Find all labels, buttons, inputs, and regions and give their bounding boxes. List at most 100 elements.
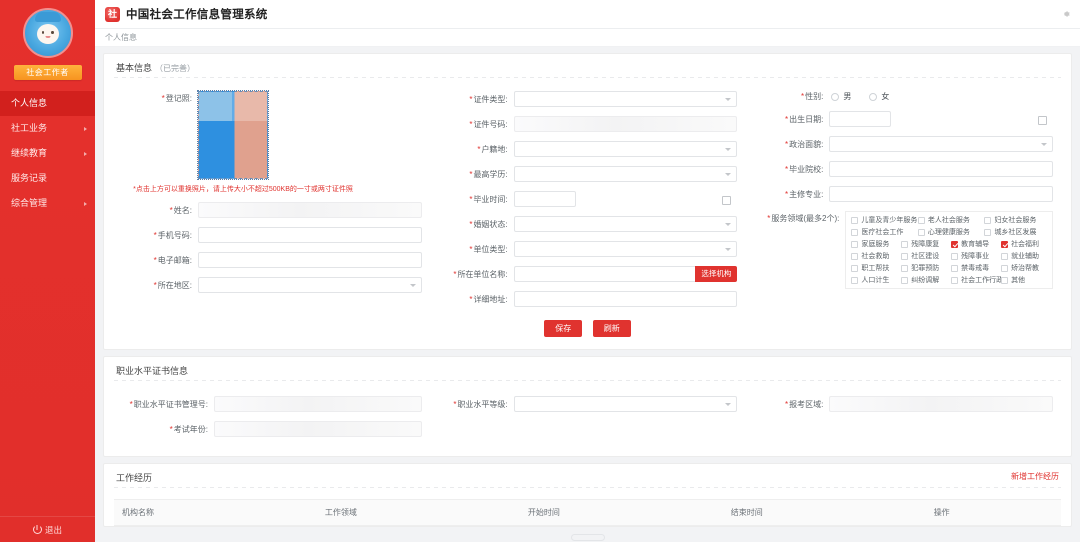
refresh-button[interactable]: 刷新	[592, 320, 631, 337]
service-field-checkbox[interactable]: 家庭服务	[849, 238, 899, 250]
select-input[interactable]	[198, 277, 422, 294]
service-field-checkbox[interactable]: 禁毒戒毒	[949, 262, 999, 274]
field-label-text: 所在单位名称	[457, 269, 506, 279]
select-input[interactable]	[513, 141, 738, 157]
service-field-checkbox[interactable]: 犯罪预防	[899, 262, 949, 274]
avatar-mouth-icon	[45, 35, 50, 39]
text-input[interactable]	[829, 186, 1054, 202]
text-input[interactable]	[513, 291, 738, 307]
gender-control: 男女	[829, 91, 1053, 102]
service-field-checkbox[interactable]: 医疗社会工作	[849, 226, 916, 238]
form-field: *所在地区:	[114, 277, 430, 294]
text-input[interactable]	[829, 161, 1054, 177]
basic-info-column-1: *登记照: *点击上方可以重换照片，请上传大小不超过500KB的一寸或两寸证件照…	[114, 90, 430, 316]
form-field: *出生日期:	[745, 111, 1061, 127]
app-logo-icon: 社	[105, 6, 120, 22]
select-input[interactable]	[513, 91, 738, 107]
pick-organization-button[interactable]: 选择机构	[695, 266, 738, 282]
text-input[interactable]	[198, 202, 422, 219]
service-field-checkbox[interactable]: 心理健康服务	[916, 226, 983, 238]
field-label: *最高学历:	[469, 169, 508, 179]
field-label-text: 考试年份	[173, 424, 206, 434]
service-field-checkbox[interactable]: 人口计生	[849, 274, 899, 286]
service-field-label: 家庭服务	[861, 241, 890, 248]
checkbox-icon	[1001, 276, 1009, 284]
gear-icon[interactable]	[1061, 9, 1071, 19]
service-field-label: 纠纷调解	[911, 277, 940, 284]
service-field-checkbox[interactable]: 纠纷调解	[899, 274, 949, 286]
service-field-checkbox[interactable]: 社区建设	[899, 250, 949, 262]
required-marker: *	[453, 399, 457, 409]
service-field-checkbox[interactable]: 城乡社区发展	[982, 226, 1049, 238]
select-input[interactable]	[513, 241, 738, 257]
text-input[interactable]	[214, 421, 422, 437]
field-control	[829, 111, 1053, 127]
service-fields-control: 儿童及青少年服务 老人社会服务 妇女社会服务医疗社会工作 心理健康服务 城乡社区发展家庭…	[845, 211, 1054, 289]
field-label: *详细地址:	[469, 294, 508, 304]
service-field-checkbox[interactable]: 老人社会服务	[916, 214, 983, 226]
work-history-card: 工作经历 新增工作经历 机构名称 工作领域 开始时间 结束时间 操作	[103, 463, 1072, 527]
scroll-indicator[interactable]	[570, 534, 605, 541]
field-label: *单位类型:	[469, 244, 508, 254]
service-field-checkbox[interactable]: 儿童及青少年服务	[849, 214, 917, 226]
service-field-checkbox[interactable]: 妇女社会服务	[982, 214, 1049, 226]
checkbox-icon	[917, 216, 925, 224]
save-button[interactable]: 保存	[544, 320, 583, 337]
service-field-label: 禁毒戒毒	[961, 265, 990, 272]
field-label-text: 主修专业	[789, 189, 822, 199]
sidebar-item-0[interactable]: 个人信息	[0, 91, 95, 116]
select-input[interactable]	[513, 166, 738, 182]
gender-radio-1[interactable]: 女	[869, 91, 889, 102]
gender-radio-0[interactable]: 男	[831, 91, 851, 102]
cert-column-1: *职业水平证书管理号: *考试年份:	[114, 396, 430, 446]
field-label: *户籍地:	[477, 144, 508, 154]
checkbox-checked-icon	[1001, 240, 1009, 248]
basic-info-body: *登记照: *点击上方可以重换照片，请上传大小不超过500KB的一寸或两寸证件照…	[104, 79, 1071, 349]
field-label: *姓名:	[169, 205, 192, 215]
page-title: 中国社会工作信息管理系统	[126, 9, 268, 21]
sidebar-item-2[interactable]: 继续教育	[0, 141, 95, 166]
service-field-checkbox[interactable]: 社会福利	[999, 238, 1049, 250]
date-input[interactable]	[513, 191, 576, 207]
sidebar-item-4[interactable]: 综合管理	[0, 191, 95, 216]
service-field-checkbox[interactable]: 其他	[999, 274, 1049, 286]
checkbox-icon	[917, 228, 925, 236]
text-input[interactable]	[214, 396, 422, 412]
photo-label-text: 登记照	[165, 94, 190, 103]
text-input[interactable]	[829, 396, 1054, 412]
gender-field: *性别: 男女	[745, 91, 1061, 102]
field-label-text: 毕业院校	[789, 164, 822, 174]
field-control	[829, 161, 1054, 177]
field-label-text: 户籍地	[481, 144, 506, 154]
field-control	[513, 241, 738, 257]
sidebar-item-1[interactable]: 社工业务	[0, 116, 95, 141]
select-input[interactable]	[513, 216, 738, 232]
field-label-text: 详细地址	[473, 294, 506, 304]
service-field-checkbox[interactable]: 残障康复	[899, 238, 949, 250]
sidebar-item-label: 个人信息	[11, 98, 48, 108]
service-field-checkbox[interactable]: 社会工作行政	[949, 274, 1003, 286]
field-label: *出生日期:	[784, 114, 824, 124]
form-field: *最高学历:	[430, 166, 746, 182]
text-input[interactable]	[513, 116, 738, 132]
sidebar-item-3[interactable]: 服务记录	[0, 166, 95, 191]
add-work-history-link[interactable]: 新增工作经历	[1011, 472, 1059, 481]
service-field-checkbox[interactable]: 社会救助	[849, 250, 899, 262]
avatar[interactable]	[22, 8, 73, 58]
service-field-checkbox[interactable]: 残障事业	[949, 250, 999, 262]
field-label-text: 手机号码	[157, 230, 190, 240]
service-field-checkbox[interactable]: 矫治帮教	[999, 262, 1049, 274]
field-control	[214, 421, 422, 437]
text-input[interactable]	[198, 252, 422, 269]
select-input[interactable]	[513, 396, 738, 412]
unit-name-input[interactable]	[513, 266, 696, 282]
date-input[interactable]	[829, 111, 892, 127]
photo-upload-box[interactable]	[197, 90, 269, 180]
required-marker: *	[477, 144, 481, 154]
service-field-checkbox[interactable]: 教育辅导	[949, 238, 999, 250]
logout-button[interactable]: 退出	[0, 516, 95, 542]
text-input[interactable]	[198, 227, 422, 244]
select-input[interactable]	[829, 136, 1054, 152]
service-field-checkbox[interactable]: 就业辅助	[999, 250, 1049, 262]
service-field-checkbox[interactable]: 职工帮扶	[849, 262, 899, 274]
